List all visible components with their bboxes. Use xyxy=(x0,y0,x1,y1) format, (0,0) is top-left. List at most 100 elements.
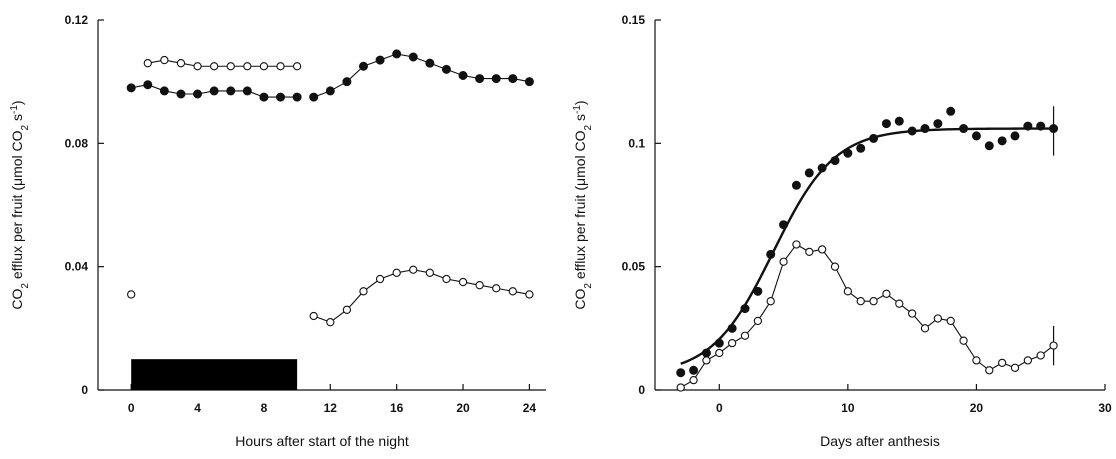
filled-data-point xyxy=(881,119,891,129)
filled-data-point xyxy=(342,77,352,87)
open-data-point xyxy=(792,240,801,249)
filled-data-point xyxy=(176,89,186,99)
open-data-point xyxy=(779,257,788,266)
x-tick-label: 0 xyxy=(716,401,723,415)
filled-data-point xyxy=(817,163,827,173)
x-tick-label: 0 xyxy=(128,401,135,415)
open-data-point xyxy=(702,356,711,365)
open-data-point xyxy=(882,289,891,298)
open-data-point xyxy=(920,324,930,333)
x-tick-label: 30 xyxy=(1098,401,1112,415)
open-data-point xyxy=(143,59,152,68)
open-data-point xyxy=(492,284,501,293)
filled-data-point xyxy=(358,61,368,71)
open-data-point xyxy=(508,287,517,296)
open-data-point xyxy=(715,348,724,358)
open-data-point xyxy=(392,268,401,277)
open-data-point xyxy=(753,316,763,326)
filled-data-point xyxy=(193,89,203,99)
filled-data-point xyxy=(971,131,981,141)
filled-data-point xyxy=(869,133,879,143)
filled-data-point xyxy=(856,143,866,153)
x-tick-label: 8 xyxy=(261,401,268,415)
filled-data-point xyxy=(959,124,969,134)
open-data-point xyxy=(676,383,685,392)
x-tick-label: 20 xyxy=(970,401,984,415)
open-data-point xyxy=(292,62,302,71)
x-tick-label: 10 xyxy=(841,401,855,415)
filled-data-point xyxy=(475,74,485,84)
filled-data-point xyxy=(766,249,776,259)
open-data-point xyxy=(276,62,285,71)
x-tick-label: 16 xyxy=(390,401,404,415)
filled-data-point xyxy=(408,52,418,62)
y-axis-title: CO2 efflux per fruit (μmol CO2 s-1) xyxy=(572,100,594,309)
y-tick-label: 0 xyxy=(81,383,88,397)
filled-data-point xyxy=(1036,121,1046,131)
open-data-point xyxy=(689,375,698,385)
daily-efflux-chart: 0 0.05 0.1 0.15 0 10 20 30 Days after anthesis CO… xyxy=(572,13,1112,449)
open-data-point xyxy=(442,274,451,284)
filled-data-point xyxy=(276,92,286,102)
x-tick-label: 4 xyxy=(194,401,201,415)
filled-data-point xyxy=(375,55,385,65)
y-tick-label: 0.08 xyxy=(65,136,89,150)
open-data-point xyxy=(997,358,1007,368)
filled-data-point xyxy=(946,106,956,116)
open-data-point xyxy=(972,356,981,365)
filled-data-point xyxy=(701,348,711,358)
open-data-point xyxy=(805,247,814,257)
open-data-point xyxy=(740,331,750,340)
filled-data-point xyxy=(997,136,1007,146)
open-data-point xyxy=(985,366,994,375)
y-tick-label: 0.15 xyxy=(622,13,646,27)
filled-data-point xyxy=(830,156,840,166)
open-data-point xyxy=(869,297,878,306)
filled-data-point xyxy=(126,83,136,93)
open-data-point xyxy=(525,290,534,299)
y-tick-label: 0.05 xyxy=(622,260,646,274)
filled-data-point xyxy=(242,86,252,96)
x-tick-label: 12 xyxy=(324,401,338,415)
filled-data-point xyxy=(907,126,917,136)
filled-data-point xyxy=(791,180,801,190)
x-axis-title: Days after anthesis xyxy=(820,433,940,449)
open-data-point xyxy=(727,338,737,348)
filled-data-point xyxy=(143,80,153,90)
open-data-point xyxy=(409,265,418,274)
open-data-point xyxy=(259,62,269,71)
filled-data-point xyxy=(508,74,518,84)
open-data-point xyxy=(425,268,435,277)
y-axis-title: CO2 efflux per fruit (μmol CO2 s-1) xyxy=(9,100,31,309)
filled-data-point xyxy=(325,86,335,96)
hourly-efflux-chart: 0 0.04 0.08 0.12 0 4 8 12 16 20 24 Hours after star… xyxy=(9,13,546,449)
open-data-point xyxy=(160,55,169,65)
x-tick-label: 20 xyxy=(456,401,470,415)
open-data-point xyxy=(326,318,335,327)
filled-data-point xyxy=(753,286,763,296)
y-tick-label: 0.1 xyxy=(628,136,645,150)
x-axis-title: Hours after start of the night xyxy=(235,433,409,449)
y-tick-label: 0.12 xyxy=(65,13,89,27)
open-data-point xyxy=(843,287,853,296)
open-data-point xyxy=(176,59,186,68)
open-data-point xyxy=(458,277,468,287)
open-data-point xyxy=(817,245,827,254)
filled-data-point xyxy=(740,304,750,314)
open-data-point xyxy=(1049,341,1058,350)
filled-data-point xyxy=(441,64,451,74)
filled-data-point xyxy=(689,365,699,375)
night-period-bar xyxy=(131,359,298,390)
open-data-point xyxy=(193,62,202,71)
open-data-point xyxy=(127,290,136,299)
y-tick-label: 0.04 xyxy=(65,260,89,274)
filled-data-point xyxy=(843,148,853,158)
open-data-point xyxy=(907,309,917,318)
series-line xyxy=(147,59,298,67)
y-tick-label: 0 xyxy=(638,383,645,397)
open-data-point xyxy=(946,316,955,326)
filled-data-point xyxy=(676,368,686,378)
filled-data-point xyxy=(714,338,724,348)
filled-data-point xyxy=(1049,124,1059,134)
